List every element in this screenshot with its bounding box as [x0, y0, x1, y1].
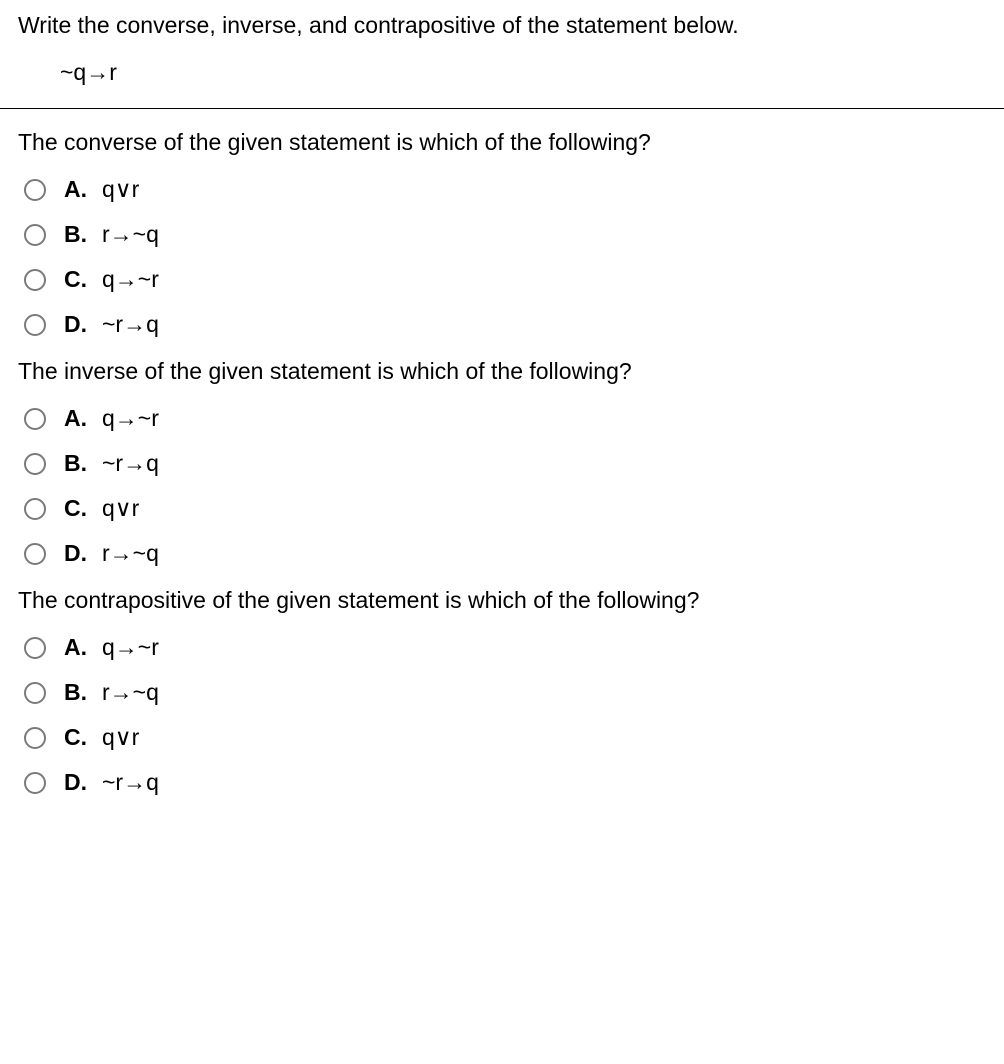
option-letter: C. [64, 266, 94, 293]
option-row-a[interactable]: A. q∨r [18, 176, 986, 203]
option-row-b[interactable]: B. r→~q [18, 221, 986, 248]
radio-button[interactable] [24, 682, 46, 704]
question-prompt: The converse of the given statement is w… [18, 129, 986, 156]
option-text: q∨r [102, 495, 139, 522]
option-row-b[interactable]: B. ~r→q [18, 450, 986, 477]
option-letter: D. [64, 540, 94, 567]
radio-button[interactable] [24, 637, 46, 659]
radio-button[interactable] [24, 314, 46, 336]
option-row-b[interactable]: B. r→~q [18, 679, 986, 706]
radio-button[interactable] [24, 179, 46, 201]
option-letter: C. [64, 724, 94, 751]
option-letter: A. [64, 405, 94, 432]
instruction-text: Write the converse, inverse, and contrap… [18, 10, 986, 41]
option-letter: D. [64, 311, 94, 338]
option-text: ~r→q [102, 769, 159, 796]
option-letter: A. [64, 634, 94, 661]
option-row-c[interactable]: C. q∨r [18, 495, 986, 522]
option-letter: B. [64, 221, 94, 248]
option-row-d[interactable]: D. ~r→q [18, 311, 986, 338]
option-row-d[interactable]: D. ~r→q [18, 769, 986, 796]
option-text: q→~r [102, 405, 159, 432]
radio-button[interactable] [24, 772, 46, 794]
radio-button[interactable] [24, 408, 46, 430]
option-text: ~r→q [102, 311, 159, 338]
option-row-a[interactable]: A. q→~r [18, 405, 986, 432]
given-statement: ~q→r [18, 59, 986, 86]
question-block-converse: The converse of the given statement is w… [18, 129, 986, 338]
option-letter: B. [64, 450, 94, 477]
option-row-a[interactable]: A. q→~r [18, 634, 986, 661]
question-prompt: The inverse of the given statement is wh… [18, 358, 986, 385]
option-letter: B. [64, 679, 94, 706]
radio-button[interactable] [24, 269, 46, 291]
option-letter: A. [64, 176, 94, 203]
question-block-inverse: The inverse of the given statement is wh… [18, 358, 986, 567]
question-prompt: The contrapositive of the given statemen… [18, 587, 986, 614]
option-text: q→~r [102, 266, 159, 293]
option-text: r→~q [102, 540, 159, 567]
option-row-c[interactable]: C. q∨r [18, 724, 986, 751]
radio-button[interactable] [24, 543, 46, 565]
radio-button[interactable] [24, 727, 46, 749]
option-text: q→~r [102, 634, 159, 661]
option-letter: C. [64, 495, 94, 522]
divider [0, 108, 1004, 109]
radio-button[interactable] [24, 498, 46, 520]
option-row-d[interactable]: D. r→~q [18, 540, 986, 567]
option-letter: D. [64, 769, 94, 796]
radio-button[interactable] [24, 453, 46, 475]
option-text: q∨r [102, 724, 139, 751]
radio-button[interactable] [24, 224, 46, 246]
option-text: r→~q [102, 221, 159, 248]
option-row-c[interactable]: C. q→~r [18, 266, 986, 293]
option-text: ~r→q [102, 450, 159, 477]
question-block-contrapositive: The contrapositive of the given statemen… [18, 587, 986, 796]
option-text: r→~q [102, 679, 159, 706]
option-text: q∨r [102, 176, 139, 203]
